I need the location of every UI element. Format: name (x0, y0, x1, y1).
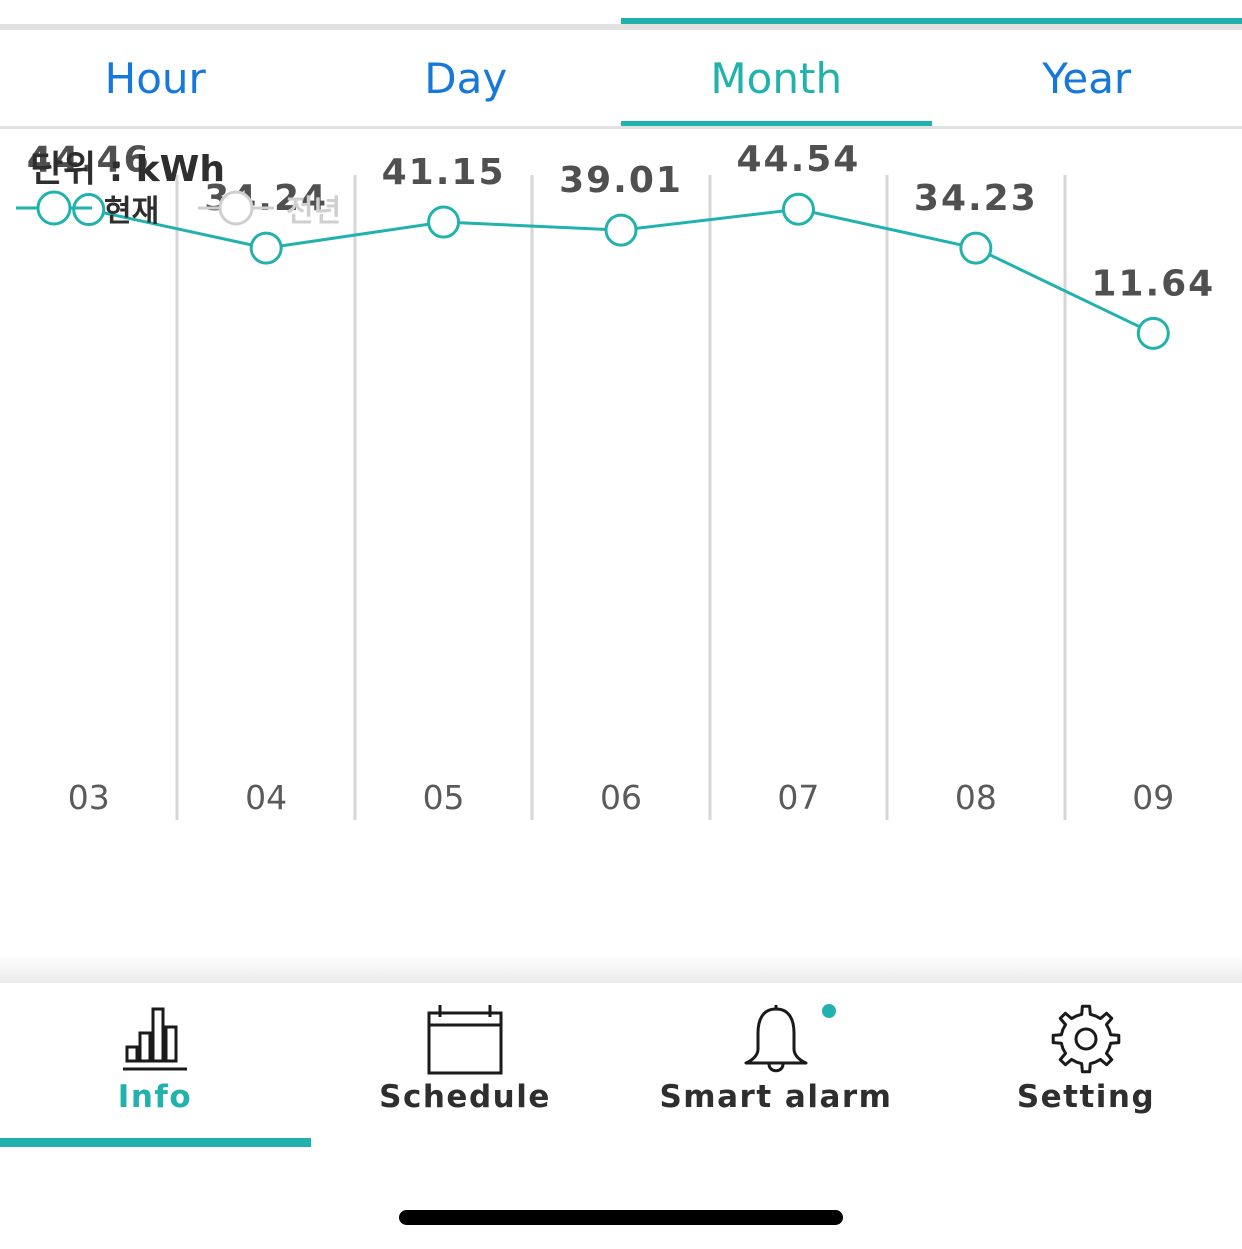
data-label: 41.15 (382, 152, 506, 193)
bottom-nav: Info Schedule Smart alarm (0, 983, 1242, 1249)
tab-year[interactable]: Year (1042, 53, 1132, 103)
legend-current-label: 현재 (104, 194, 160, 229)
top-divider (0, 24, 1242, 30)
nav-smart-alarm-label: Smart alarm (659, 1079, 893, 1115)
home-indicator (399, 1210, 843, 1225)
data-point (72, 193, 106, 227)
data-point (1136, 316, 1170, 350)
legend-previous-label: 전년 (286, 194, 342, 229)
data-label: 34.23 (914, 178, 1038, 219)
data-label: 44.54 (736, 139, 860, 180)
nav-setting-label: Setting (1016, 1079, 1156, 1115)
nav-active-indicator (0, 1138, 311, 1147)
tab-hour[interactable]: Hour (104, 53, 206, 103)
data-point (781, 192, 815, 226)
data-label: 11.64 (1091, 263, 1215, 304)
x-tick-label: 04 (245, 778, 287, 817)
nav-smart-alarm[interactable]: Smart alarm (621, 983, 931, 1143)
bottom-nav-shadow (0, 955, 1242, 983)
data-point (604, 213, 638, 247)
bell-icon (744, 1005, 808, 1073)
legend-previous[interactable]: 전년 (198, 186, 341, 230)
legend-current-marker-icon (16, 190, 92, 226)
x-tick-label: 07 (777, 778, 819, 817)
data-point (249, 231, 283, 265)
x-tick-label: 05 (423, 778, 465, 817)
notification-dot-icon (822, 1004, 836, 1018)
tabs-divider (0, 126, 1242, 129)
data-point (959, 231, 993, 265)
data-point (427, 205, 461, 239)
x-tick-label: 08 (955, 778, 997, 817)
nav-info-label: Info (117, 1079, 193, 1115)
data-label: 39.01 (559, 160, 683, 201)
legend-previous-marker-icon (198, 190, 274, 226)
nav-info[interactable]: Info (0, 983, 310, 1143)
bar-chart-icon (123, 1007, 187, 1071)
top-accent-bar (621, 18, 1242, 24)
gear-icon (1051, 1004, 1121, 1074)
unit-label: 단위 : kWh (30, 149, 225, 190)
tab-month[interactable]: Month (621, 30, 932, 127)
nav-setting[interactable]: Setting (931, 983, 1241, 1143)
energy-line-chart: 44.460334.240441.150539.010644.540734.23… (27, 139, 1215, 820)
nav-schedule-label: Schedule (379, 1079, 551, 1115)
x-tick-label: 06 (600, 778, 642, 817)
x-tick-label: 03 (68, 778, 110, 817)
x-tick-label: 09 (1132, 778, 1174, 817)
calendar-icon (427, 1005, 503, 1075)
nav-schedule[interactable]: Schedule (310, 983, 620, 1143)
legend-current[interactable]: 현재 (16, 186, 159, 230)
data-label: 44.46 (27, 140, 151, 181)
period-tabs: Hour Day Month Year (0, 30, 1242, 127)
tab-day[interactable]: Day (424, 53, 508, 103)
